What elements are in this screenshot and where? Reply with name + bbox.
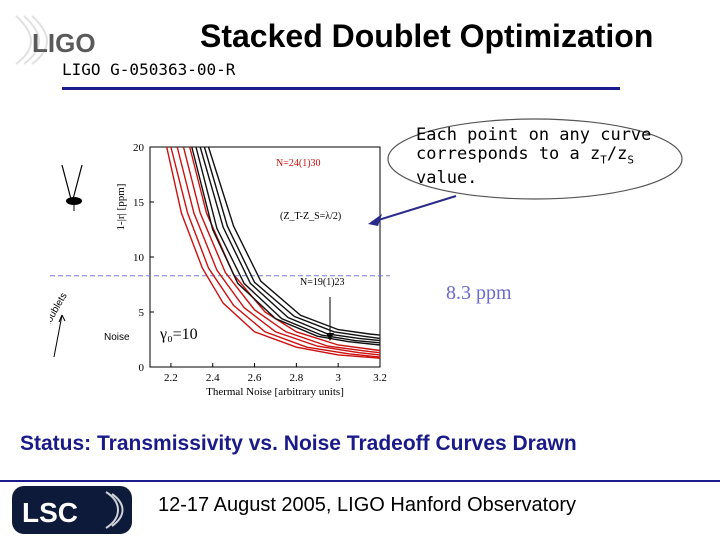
x-tick-label-4: 3 <box>335 372 341 384</box>
callout-text: Each point on any curve corresponds to a… <box>416 126 651 188</box>
y-tick-label-1: 5 <box>139 307 145 319</box>
callout-line-2: corresponds to a zT/zS <box>416 144 634 167</box>
chart-series-group <box>166 146 381 359</box>
x-tick-label-1: 2.4 <box>206 372 220 384</box>
callout-bubble <box>368 118 683 226</box>
series-line-9 <box>203 146 381 340</box>
callout-line-3: value. <box>416 168 478 189</box>
gamma-label: γ₀=10 <box>158 326 200 344</box>
chart-labels: Thermal Noise [arbitrary units] 1-|r| [pp… <box>115 158 345 398</box>
annotation-n24: N=24(1)30 <box>276 158 321 169</box>
document-id: LIGO G-050363-00-R <box>62 60 236 79</box>
lsc-logo: LSC <box>12 486 132 534</box>
tradeoff-chart: 2.2 2.4 2.6 2.8 3 3.2 0 5 10 15 20 Thermal Noise [… <box>50 142 390 398</box>
title-divider <box>62 87 620 90</box>
chart-ticks: 2.2 2.4 2.6 2.8 3 3.2 0 5 10 15 20 <box>133 142 387 384</box>
series-line-10 <box>207 146 381 336</box>
doublets-arrow <box>53 314 63 358</box>
series-line-8 <box>199 146 381 342</box>
y-tick-label-0: 0 <box>139 362 145 374</box>
annotation-zt-zs: (Z_T-Z_S=λ/2) <box>280 211 341 222</box>
y-axis-label: 1-|r| [ppm] <box>115 184 127 231</box>
ligo-logo-text: LIGO <box>32 28 96 58</box>
y-tick-label-2: 10 <box>133 252 145 264</box>
x-tick-label-3: 2.8 <box>289 372 303 384</box>
slide-title: Stacked Doublet Optimization <box>200 18 654 54</box>
doublets-label: # doublets <box>50 291 70 336</box>
status-line: Status: Transmissivity vs. Noise Tradeof… <box>20 432 577 455</box>
annotation-n19: N=19(1)23 <box>300 277 345 288</box>
series-line-7 <box>195 146 381 344</box>
threshold-label: 8.3 ppm <box>446 282 512 304</box>
series-line-3 <box>176 146 381 356</box>
callout-line-1: Each point on any curve <box>416 125 652 145</box>
callout-pointer <box>371 195 457 223</box>
x-tick-label-2: 2.6 <box>248 372 262 384</box>
footer-divider <box>0 480 720 482</box>
doublet-sketch-icon <box>61 164 83 211</box>
noise-label: Noise <box>104 332 130 343</box>
series-line-1 <box>166 146 381 359</box>
y-tick-label-4: 20 <box>133 142 145 154</box>
y-tick-label-3: 15 <box>133 197 145 209</box>
footer-text: 12-17 August 2005, LIGO Hanford Observat… <box>158 494 577 516</box>
ligo-logo: LIGO <box>15 15 96 65</box>
lsc-logo-text: LSC <box>22 497 78 528</box>
x-axis-label: Thermal Noise [arbitrary units] <box>206 386 344 398</box>
x-tick-label-0: 2.2 <box>164 372 178 384</box>
series-line-6 <box>191 146 381 346</box>
series-line-4 <box>182 146 381 354</box>
series-line-5 <box>189 146 381 352</box>
series-line-2 <box>170 146 381 358</box>
x-tick-label-5: 3.2 <box>373 372 387 384</box>
